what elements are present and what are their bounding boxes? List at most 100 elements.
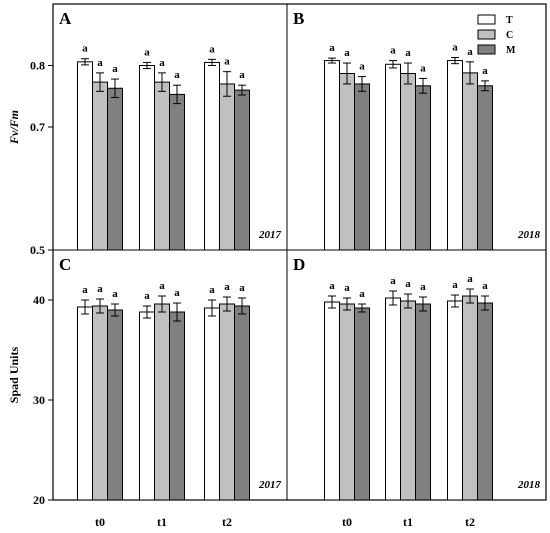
bar <box>139 65 155 251</box>
significance-label: a <box>329 280 335 292</box>
significance-label: a <box>329 42 335 54</box>
bar <box>354 83 370 251</box>
y-tick-label: 0.5 <box>30 243 45 257</box>
x-tick-label: t1 <box>157 515 167 529</box>
bar <box>169 93 185 251</box>
bar <box>154 81 170 251</box>
bar <box>462 295 478 501</box>
legend-label: M <box>506 45 516 56</box>
significance-label: a <box>97 283 103 295</box>
significance-label: a <box>359 61 365 73</box>
significance-label: a <box>82 43 88 55</box>
significance-label: a <box>452 42 458 54</box>
significance-label: a <box>467 273 473 285</box>
y-tick-label: 30 <box>33 393 45 407</box>
y-axis-label: Fv/Fm <box>7 110 21 145</box>
significance-label: a <box>390 45 396 57</box>
bar <box>77 306 93 501</box>
panel-letter: B <box>293 9 304 28</box>
bar <box>385 297 401 501</box>
x-tick-label: t1 <box>403 515 413 529</box>
significance-label: a <box>452 279 458 291</box>
legend-swatch <box>477 29 496 40</box>
y-tick-label: 40 <box>33 293 45 307</box>
legend-label: T <box>506 15 513 26</box>
significance-label: a <box>405 47 411 59</box>
x-tick-label: t2 <box>222 515 232 529</box>
legend-swatch <box>477 14 496 25</box>
bar <box>139 311 155 501</box>
significance-label: a <box>420 281 426 293</box>
significance-label: a <box>159 57 165 69</box>
bar <box>477 85 493 251</box>
bar <box>77 61 93 251</box>
significance-label: a <box>209 43 215 55</box>
significance-label: a <box>482 65 488 77</box>
bar <box>385 63 401 251</box>
y-tick-label: 20 <box>33 493 45 507</box>
legend-label: C <box>506 30 513 41</box>
y-axis-label: Spad Units <box>7 346 21 403</box>
bar <box>219 303 235 501</box>
significance-label: a <box>482 280 488 292</box>
significance-label: a <box>144 46 150 58</box>
bar <box>339 303 355 501</box>
significance-label: a <box>239 282 245 294</box>
panel-year: 2017 <box>258 229 282 241</box>
significance-label: a <box>359 288 365 300</box>
bar <box>219 83 235 251</box>
significance-label: a <box>467 46 473 58</box>
bar <box>400 300 416 501</box>
bar <box>324 301 340 501</box>
bar <box>107 87 123 251</box>
panel-year: 2018 <box>517 229 541 241</box>
x-tick-label: t0 <box>342 515 352 529</box>
panel-letter: C <box>59 255 71 274</box>
bar <box>169 311 185 501</box>
bar <box>154 303 170 501</box>
panel-year: 2017 <box>258 479 282 491</box>
y-tick-label: 0.7 <box>30 120 45 134</box>
significance-label: a <box>144 290 150 302</box>
bar <box>400 72 416 251</box>
bar <box>324 60 340 251</box>
significance-label: a <box>420 62 426 74</box>
significance-label: a <box>344 282 350 294</box>
bar <box>415 303 431 501</box>
figure-frame <box>52 3 547 501</box>
x-tick-label: t2 <box>465 515 475 529</box>
bar <box>234 89 250 251</box>
bar <box>415 85 431 251</box>
significance-label: a <box>112 288 118 300</box>
y-tick-label: 0.8 <box>30 59 45 73</box>
bar <box>447 60 463 251</box>
legend-swatch <box>477 44 496 55</box>
significance-label: a <box>405 278 411 290</box>
significance-label: a <box>344 47 350 59</box>
bar <box>234 305 250 501</box>
bar <box>447 300 463 501</box>
significance-label: a <box>224 281 230 293</box>
significance-label: a <box>239 69 245 81</box>
panel-year: 2018 <box>517 479 541 491</box>
significance-label: a <box>209 284 215 296</box>
bar <box>204 61 220 251</box>
bar <box>339 72 355 251</box>
significance-label: a <box>97 57 103 69</box>
significance-label: a <box>224 56 230 68</box>
bar <box>92 81 108 251</box>
bar <box>92 305 108 501</box>
significance-label: a <box>82 284 88 296</box>
significance-label: a <box>174 69 180 81</box>
bar <box>477 302 493 501</box>
significance-label: a <box>390 275 396 287</box>
bar <box>107 309 123 501</box>
significance-label: a <box>174 287 180 299</box>
significance-label: a <box>159 280 165 292</box>
bar <box>462 72 478 251</box>
panel-letter: D <box>293 255 305 274</box>
bar <box>354 307 370 501</box>
panel-letter: A <box>59 9 72 28</box>
significance-label: a <box>112 63 118 75</box>
bar <box>204 307 220 501</box>
